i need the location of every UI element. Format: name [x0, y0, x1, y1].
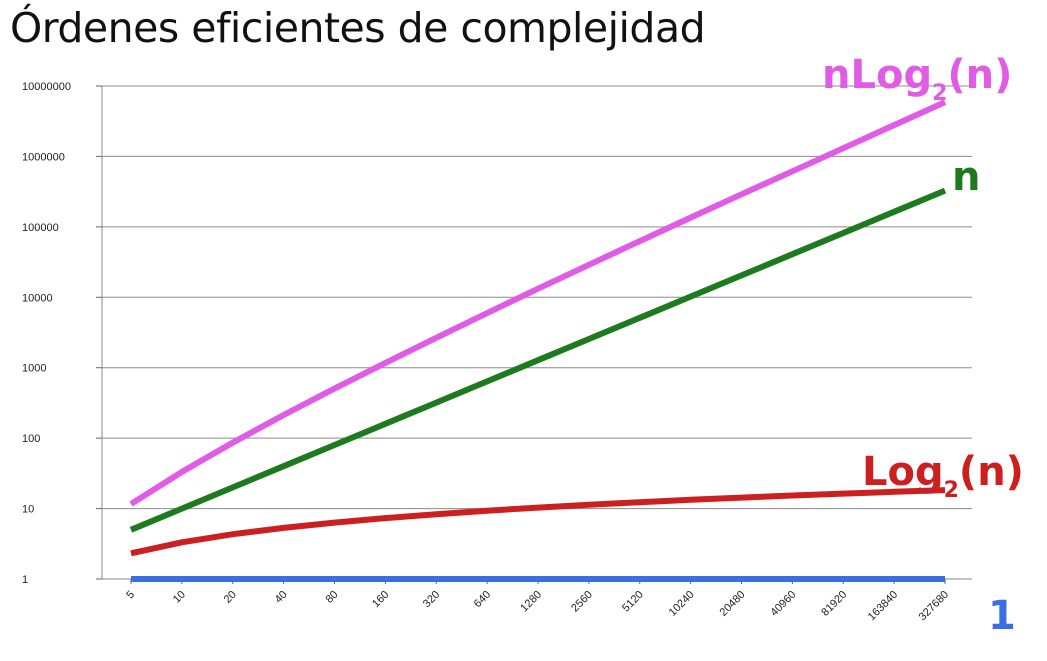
x-tick-label: 2560: [569, 589, 595, 615]
x-tick-label: 1280: [518, 589, 544, 615]
y-tick-label: 1000000: [22, 151, 65, 163]
x-tick-label: 320: [421, 589, 442, 610]
x-axis: 5 10 20 40 80 160 320 640 1280 2560 5120 10240 20480…: [124, 579, 951, 623]
x-tick-label: 163840: [866, 589, 900, 623]
x-tick-label: 40960: [768, 589, 798, 619]
x-tick-label: 20480: [718, 589, 748, 619]
x-tick-label: 640: [472, 589, 493, 610]
series-label-log2-n-: Log2(n): [862, 449, 1024, 503]
x-tick-label: 327680: [917, 589, 951, 623]
y-tick-label: 10: [22, 504, 34, 516]
series-labels: nLog2(n)nLog2(n)1: [822, 52, 1024, 639]
x-tick-label: 5120: [620, 589, 646, 615]
series-label-1: 1: [988, 593, 1016, 639]
y-tick-label: 100000: [22, 222, 59, 234]
x-tick-label: 160: [370, 589, 391, 610]
series-label-nlog2-n-: nLog2(n): [822, 52, 1012, 106]
series-lines: [129, 99, 947, 582]
series-line-n: [129, 187, 947, 533]
series-line-nlog2-n-: [129, 99, 947, 507]
y-axis: 1 10 100 1000 10000 100000 1000000 10000000: [22, 81, 103, 586]
x-tick-label: 5: [124, 589, 137, 602]
y-tick-label: 10000: [22, 292, 53, 304]
x-tick-label: 81920: [819, 589, 849, 619]
y-tick-label: 1: [22, 574, 28, 586]
series-label-n: n: [952, 154, 980, 200]
x-tick-label: 10: [171, 589, 188, 606]
y-tick-label: 10000000: [22, 81, 71, 93]
y-tick-label: 1000: [22, 363, 46, 375]
y-tick-label: 100: [22, 433, 40, 445]
series-line-log2-n-: [130, 487, 946, 557]
x-tick-label: 10240: [667, 589, 697, 619]
x-tick-label: 20: [222, 589, 239, 606]
x-tick-label: 80: [323, 589, 340, 606]
chart-title: Órdenes eficientes de complejidad: [10, 4, 706, 52]
x-tick-label: 40: [273, 589, 290, 606]
